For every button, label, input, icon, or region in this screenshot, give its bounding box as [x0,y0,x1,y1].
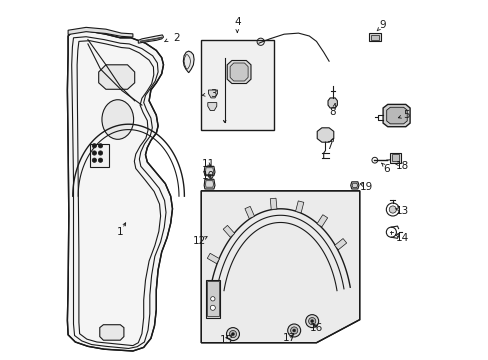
Ellipse shape [102,100,133,139]
Circle shape [98,158,102,162]
Text: 3: 3 [210,89,217,99]
Polygon shape [68,27,133,37]
Text: 14: 14 [395,233,408,243]
Polygon shape [207,103,216,111]
Circle shape [92,158,96,162]
Polygon shape [223,225,234,237]
Circle shape [305,315,318,328]
Text: 4: 4 [234,17,240,27]
Circle shape [287,324,300,337]
Text: 6: 6 [383,164,389,174]
Text: 18: 18 [395,161,408,171]
Text: 10: 10 [202,171,215,181]
Circle shape [92,144,96,148]
Text: 2: 2 [172,33,179,43]
Text: 13: 13 [395,206,408,216]
Circle shape [310,320,313,323]
Text: 11: 11 [202,159,215,169]
Text: 7: 7 [325,141,332,151]
Polygon shape [382,104,409,127]
Polygon shape [370,35,378,40]
Polygon shape [138,35,163,43]
Bar [200,40,274,130]
Polygon shape [317,128,333,142]
Polygon shape [316,215,327,227]
Polygon shape [368,33,381,41]
Text: 19: 19 [360,182,373,192]
Polygon shape [334,239,346,250]
Text: 9: 9 [379,20,386,30]
Polygon shape [295,201,303,213]
Polygon shape [204,166,215,176]
Circle shape [210,305,215,310]
Circle shape [388,206,396,213]
Circle shape [226,328,239,341]
Circle shape [308,318,315,325]
Bar [206,281,219,316]
Polygon shape [270,198,276,210]
Text: 15: 15 [220,335,233,345]
Polygon shape [204,179,215,189]
Polygon shape [67,31,172,351]
Text: 16: 16 [309,323,323,333]
Circle shape [229,330,236,338]
Polygon shape [386,107,407,124]
Circle shape [231,333,234,336]
Circle shape [290,327,297,334]
Circle shape [92,151,96,155]
Polygon shape [201,191,359,343]
Text: 8: 8 [329,107,335,117]
Polygon shape [208,90,217,98]
Text: 17: 17 [282,333,296,343]
Circle shape [98,151,102,155]
Circle shape [210,297,215,301]
Bar [391,154,399,161]
Polygon shape [99,65,134,89]
Polygon shape [207,253,219,264]
Bar [89,144,109,167]
Bar [205,280,220,318]
Circle shape [98,144,102,148]
Text: 5: 5 [403,110,409,120]
Text: 1: 1 [117,227,123,237]
Polygon shape [327,98,337,108]
Polygon shape [100,325,123,340]
Text: 12: 12 [192,236,206,246]
Polygon shape [244,206,254,219]
Polygon shape [227,60,250,84]
Circle shape [292,329,295,332]
Bar [389,153,400,163]
Polygon shape [183,51,194,73]
Polygon shape [350,182,358,189]
Polygon shape [230,63,247,81]
